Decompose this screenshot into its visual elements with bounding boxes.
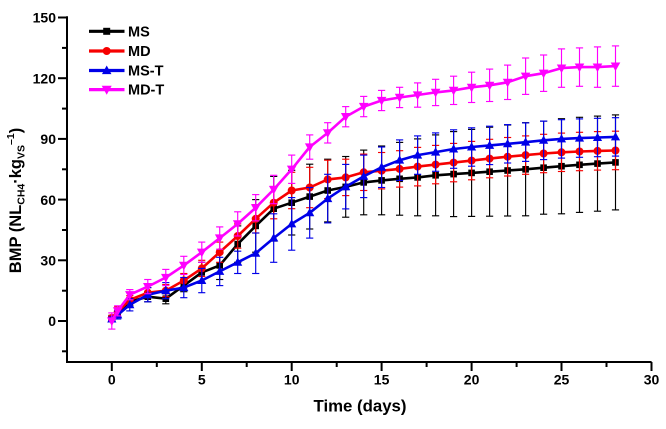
svg-text:5: 5	[198, 371, 206, 387]
svg-text:BMP (NLCH4·kgVS–1): BMP (NLCH4·kgVS–1)	[5, 128, 28, 273]
svg-text:MS: MS	[128, 24, 150, 40]
svg-text:20: 20	[464, 371, 480, 387]
svg-text:90: 90	[40, 131, 56, 147]
svg-text:30: 30	[40, 253, 56, 269]
svg-text:60: 60	[40, 192, 56, 208]
svg-text:120: 120	[33, 70, 57, 86]
svg-text:15: 15	[374, 371, 390, 387]
svg-text:150: 150	[33, 10, 57, 26]
svg-text:MD-T: MD-T	[128, 83, 164, 99]
svg-text:Time (days): Time (days)	[314, 396, 407, 415]
svg-text:0: 0	[108, 371, 116, 387]
svg-text:10: 10	[284, 371, 300, 387]
svg-text:MD: MD	[128, 44, 151, 60]
svg-text:MS-T: MS-T	[128, 64, 164, 80]
svg-text:30: 30	[644, 371, 660, 387]
svg-text:0: 0	[48, 313, 56, 329]
svg-text:25: 25	[554, 371, 570, 387]
